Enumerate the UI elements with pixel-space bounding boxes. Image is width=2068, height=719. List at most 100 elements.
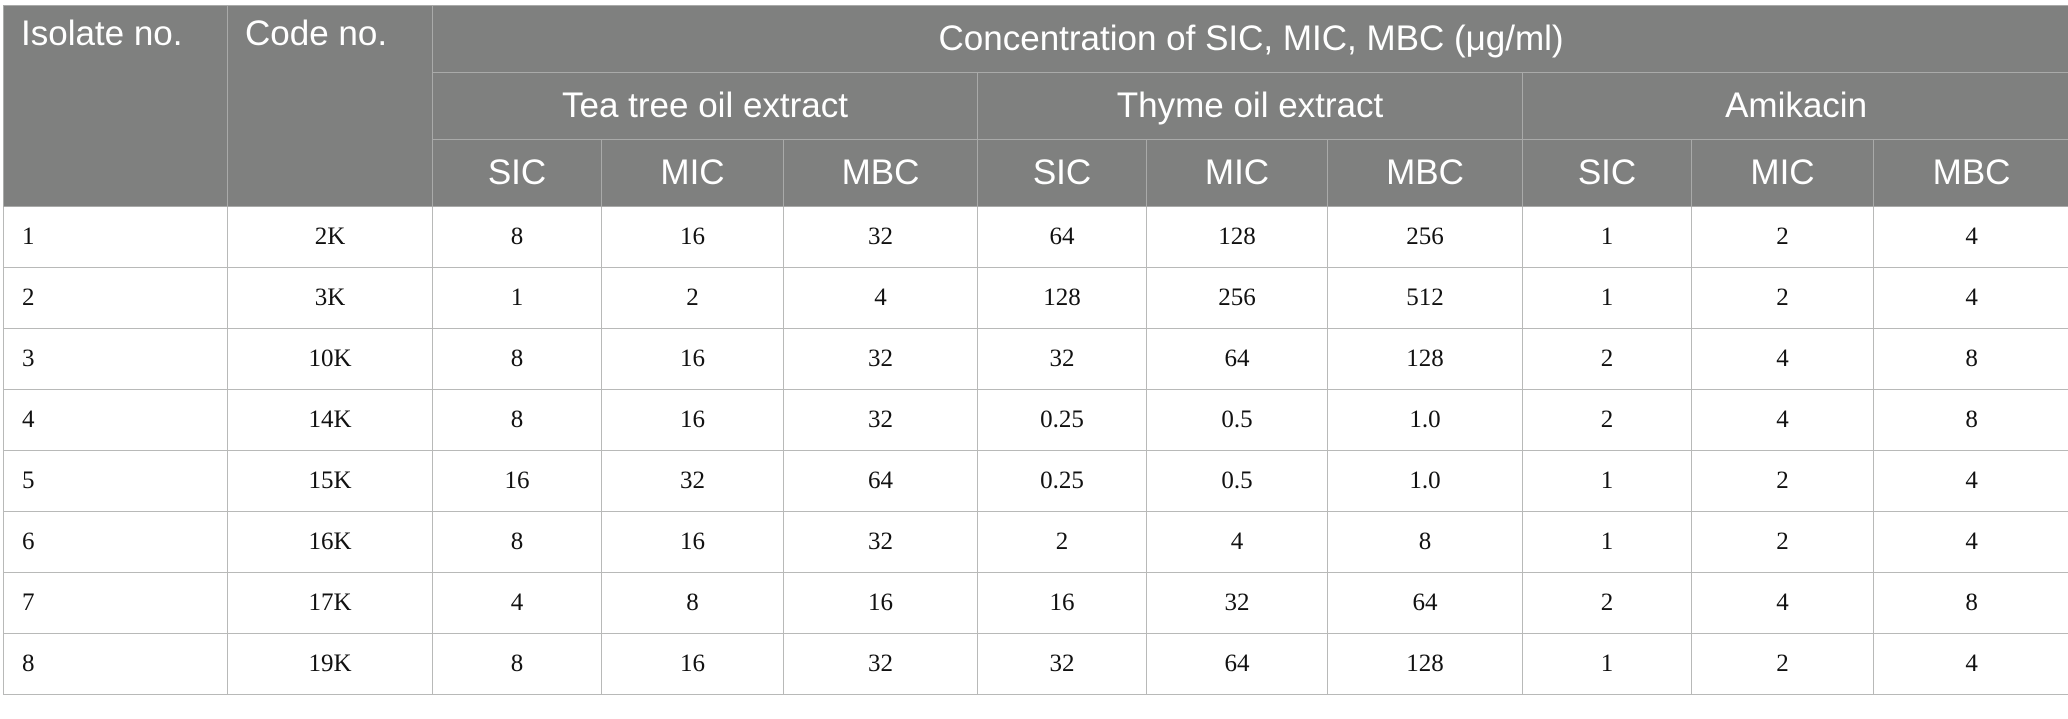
isolate-header: Isolate no. — [3, 5, 228, 207]
thyme-mic-cell: 0.5 — [1146, 450, 1328, 512]
thyme-mic-cell: 0.5 — [1146, 389, 1328, 451]
amikacin-sic-cell: 1 — [1522, 267, 1692, 329]
isolate-cell: 3 — [3, 328, 228, 390]
amikacin-mic-cell: 2 — [1691, 206, 1874, 268]
amikacin-mbc-cell: 8 — [1872, 389, 2068, 451]
subheader-sic: SIC — [432, 139, 602, 207]
thyme-mic-cell: 4 — [1146, 511, 1328, 573]
amikacin-mbc-cell: 4 — [1872, 206, 2068, 268]
code-cell: 19K — [227, 633, 433, 695]
thyme-mic-cell: 32 — [1146, 572, 1328, 634]
thyme-sic-cell: 16 — [977, 572, 1147, 634]
amikacin-mic-cell: 2 — [1691, 267, 1874, 329]
amikacin-mbc-cell: 4 — [1872, 267, 2068, 329]
amikacin-mbc-cell: 4 — [1872, 450, 2068, 512]
tea-mic-cell: 16 — [601, 511, 784, 573]
code-cell: 10K — [227, 328, 433, 390]
tea-mbc-cell: 32 — [783, 389, 978, 451]
isolate-cell: 1 — [3, 206, 228, 268]
tea-mic-cell: 2 — [601, 267, 784, 329]
tea-mic-cell: 16 — [601, 206, 784, 268]
thyme-sic-cell: 64 — [977, 206, 1147, 268]
amikacin-mic-cell: 4 — [1691, 328, 1874, 390]
code-cell: 15K — [227, 450, 433, 512]
thyme-mbc-cell: 1.0 — [1327, 389, 1523, 451]
tea-sic-cell: 8 — [432, 633, 602, 695]
tea-mic-cell: 16 — [601, 389, 784, 451]
code-cell: 17K — [227, 572, 433, 634]
tea-sic-cell: 8 — [432, 389, 602, 451]
amikacin-sic-cell: 2 — [1522, 389, 1692, 451]
amikacin-mic-cell: 2 — [1691, 633, 1874, 695]
thyme-mbc-cell: 128 — [1327, 328, 1523, 390]
table-row: 3 10K 8 16 32 32 64 128 2 4 8 — [3, 328, 2068, 390]
table-row: 6 16K 8 16 32 2 4 8 1 2 4 — [3, 511, 2068, 573]
table-row: 7 17K 4 8 16 16 32 64 2 4 8 — [3, 572, 2068, 634]
thyme-mic-cell: 256 — [1146, 267, 1328, 329]
tea-mbc-cell: 32 — [783, 633, 978, 695]
amikacin-mic-cell: 4 — [1691, 389, 1874, 451]
subheader-sic: SIC — [1522, 139, 1692, 207]
thyme-mic-cell: 64 — [1146, 633, 1328, 695]
subheader-mbc: MBC — [1872, 139, 2068, 207]
tea-mbc-cell: 32 — [783, 511, 978, 573]
thyme-sic-cell: 2 — [977, 511, 1147, 573]
tea-sic-cell: 1 — [432, 267, 602, 329]
tea-sic-cell: 8 — [432, 328, 602, 390]
thyme-mbc-cell: 1.0 — [1327, 450, 1523, 512]
code-cell: 14K — [227, 389, 433, 451]
header-row-2: Tea tree oil extract Thyme oil extract A… — [4, 72, 2068, 140]
subheader-sic: SIC — [977, 139, 1147, 207]
code-header: Code no. — [227, 5, 433, 207]
tea-sic-cell: 8 — [432, 511, 602, 573]
group-header-tea-tree: Tea tree oil extract — [432, 72, 978, 140]
tea-mic-cell: 16 — [601, 633, 784, 695]
amikacin-mbc-cell: 4 — [1872, 633, 2068, 695]
isolate-cell: 7 — [3, 572, 228, 634]
tea-sic-cell: 16 — [432, 450, 602, 512]
concentration-header: Concentration of SIC, MIC, MBC (μg/ml) — [431, 5, 2068, 73]
tea-mbc-cell: 64 — [783, 450, 978, 512]
subheader-mic: MIC — [1691, 139, 1874, 207]
amikacin-mbc-cell: 8 — [1872, 572, 2068, 634]
thyme-sic-cell: 0.25 — [977, 450, 1147, 512]
amikacin-sic-cell: 1 — [1522, 633, 1692, 695]
subheader-mbc: MBC — [783, 139, 978, 207]
tea-sic-cell: 4 — [432, 572, 602, 634]
thyme-mbc-cell: 128 — [1327, 633, 1523, 695]
group-header-amikacin: Amikacin — [1521, 72, 2068, 140]
code-cell: 2K — [227, 206, 433, 268]
isolate-cell: 5 — [3, 450, 228, 512]
thyme-mbc-cell: 512 — [1327, 267, 1523, 329]
thyme-sic-cell: 32 — [977, 633, 1147, 695]
isolate-cell: 6 — [3, 511, 228, 573]
tea-sic-cell: 8 — [432, 206, 602, 268]
amikacin-mic-cell: 4 — [1691, 572, 1874, 634]
table-container: Isolate no. Code no. Concentration of SI… — [3, 5, 2068, 695]
table-header: Isolate no. Code no. Concentration of SI… — [3, 5, 2068, 207]
tea-mbc-cell: 32 — [783, 206, 978, 268]
results-table: Isolate no. Code no. Concentration of SI… — [3, 5, 2068, 695]
header-row-1: Isolate no. Code no. Concentration of SI… — [3, 5, 2068, 207]
code-cell: 3K — [227, 267, 433, 329]
amikacin-sic-cell: 2 — [1522, 328, 1692, 390]
tea-mic-cell: 32 — [601, 450, 784, 512]
subheader-mic: MIC — [601, 139, 784, 207]
amikacin-sic-cell: 1 — [1522, 206, 1692, 268]
thyme-sic-cell: 32 — [977, 328, 1147, 390]
tea-mic-cell: 8 — [601, 572, 784, 634]
thyme-mbc-cell: 64 — [1327, 572, 1523, 634]
amikacin-sic-cell: 2 — [1522, 572, 1692, 634]
isolate-cell: 4 — [3, 389, 228, 451]
subheader-mbc: MBC — [1327, 139, 1523, 207]
isolate-cell: 8 — [3, 633, 228, 695]
tea-mbc-cell: 32 — [783, 328, 978, 390]
thyme-sic-cell: 128 — [977, 267, 1147, 329]
table-row: 5 15K 16 32 64 0.25 0.5 1.0 1 2 4 — [3, 450, 2068, 512]
group-header-thyme: Thyme oil extract — [977, 72, 1523, 140]
amikacin-mic-cell: 2 — [1691, 511, 1874, 573]
isolate-cell: 2 — [3, 267, 228, 329]
thyme-mbc-cell: 8 — [1327, 511, 1523, 573]
tea-mbc-cell: 4 — [783, 267, 978, 329]
amikacin-mic-cell: 2 — [1691, 450, 1874, 512]
